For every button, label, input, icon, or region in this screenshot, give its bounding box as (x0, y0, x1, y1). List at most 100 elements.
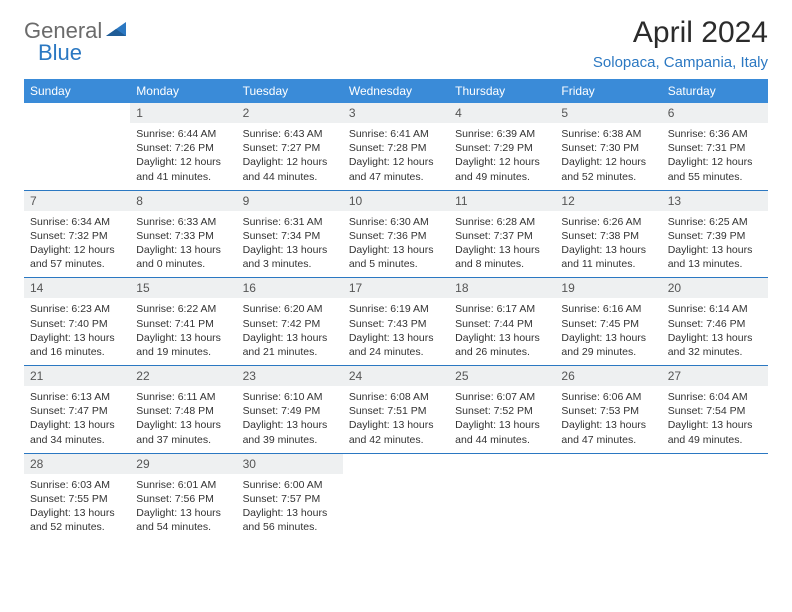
sunrise-text: Sunrise: 6:30 AM (349, 215, 443, 229)
day-details: Sunrise: 6:01 AMSunset: 7:56 PMDaylight:… (130, 474, 236, 541)
calendar-day-cell: 28Sunrise: 6:03 AMSunset: 7:55 PMDayligh… (24, 454, 130, 541)
calendar-day-cell: 24Sunrise: 6:08 AMSunset: 7:51 PMDayligh… (343, 366, 449, 453)
calendar-day-cell: 19Sunrise: 6:16 AMSunset: 7:45 PMDayligh… (555, 278, 661, 365)
calendar-day-cell: 3Sunrise: 6:41 AMSunset: 7:28 PMDaylight… (343, 103, 449, 190)
daylight-text-1: Daylight: 13 hours (349, 243, 443, 257)
logo-triangle-icon (106, 18, 128, 44)
weekday-header: Sunday (24, 79, 130, 103)
day-number: 8 (130, 191, 236, 211)
day-details: Sunrise: 6:10 AMSunset: 7:49 PMDaylight:… (237, 386, 343, 453)
daylight-text-2: and 52 minutes. (30, 520, 124, 534)
day-details: Sunrise: 6:28 AMSunset: 7:37 PMDaylight:… (449, 211, 555, 278)
sunrise-text: Sunrise: 6:44 AM (136, 127, 230, 141)
daylight-text-1: Daylight: 13 hours (455, 331, 549, 345)
sunrise-text: Sunrise: 6:43 AM (243, 127, 337, 141)
day-number: 5 (555, 103, 661, 123)
sunset-text: Sunset: 7:42 PM (243, 317, 337, 331)
sunrise-text: Sunrise: 6:16 AM (561, 302, 655, 316)
day-details: Sunrise: 6:00 AMSunset: 7:57 PMDaylight:… (237, 474, 343, 541)
sunset-text: Sunset: 7:32 PM (30, 229, 124, 243)
daylight-text-2: and 47 minutes. (349, 170, 443, 184)
sunset-text: Sunset: 7:33 PM (136, 229, 230, 243)
day-number: 2 (237, 103, 343, 123)
sunrise-text: Sunrise: 6:26 AM (561, 215, 655, 229)
daylight-text-1: Daylight: 13 hours (243, 331, 337, 345)
daylight-text-1: Daylight: 12 hours (561, 155, 655, 169)
daylight-text-1: Daylight: 13 hours (561, 243, 655, 257)
day-details: Sunrise: 6:17 AMSunset: 7:44 PMDaylight:… (449, 298, 555, 365)
sunset-text: Sunset: 7:29 PM (455, 141, 549, 155)
day-details: Sunrise: 6:06 AMSunset: 7:53 PMDaylight:… (555, 386, 661, 453)
day-number: 12 (555, 191, 661, 211)
day-details: Sunrise: 6:20 AMSunset: 7:42 PMDaylight:… (237, 298, 343, 365)
calendar-day-cell: 21Sunrise: 6:13 AMSunset: 7:47 PMDayligh… (24, 366, 130, 453)
sunset-text: Sunset: 7:34 PM (243, 229, 337, 243)
sunrise-text: Sunrise: 6:19 AM (349, 302, 443, 316)
weekday-header: Wednesday (343, 79, 449, 103)
daylight-text-1: Daylight: 13 hours (668, 243, 762, 257)
day-number: 26 (555, 366, 661, 386)
sunrise-text: Sunrise: 6:01 AM (136, 478, 230, 492)
day-details: Sunrise: 6:34 AMSunset: 7:32 PMDaylight:… (24, 211, 130, 278)
day-number: 24 (343, 366, 449, 386)
day-number: 9 (237, 191, 343, 211)
sunrise-text: Sunrise: 6:03 AM (30, 478, 124, 492)
sunrise-text: Sunrise: 6:34 AM (30, 215, 124, 229)
sunrise-text: Sunrise: 6:07 AM (455, 390, 549, 404)
day-details: Sunrise: 6:33 AMSunset: 7:33 PMDaylight:… (130, 211, 236, 278)
sunset-text: Sunset: 7:41 PM (136, 317, 230, 331)
daylight-text-2: and 39 minutes. (243, 433, 337, 447)
page-title: April 2024 (593, 18, 768, 48)
day-number: 17 (343, 278, 449, 298)
day-number: 18 (449, 278, 555, 298)
daylight-text-2: and 56 minutes. (243, 520, 337, 534)
day-number: 14 (24, 278, 130, 298)
day-number: 11 (449, 191, 555, 211)
sunset-text: Sunset: 7:31 PM (668, 141, 762, 155)
day-number: 13 (662, 191, 768, 211)
day-details: Sunrise: 6:44 AMSunset: 7:26 PMDaylight:… (130, 123, 236, 190)
calendar-week-row: 21Sunrise: 6:13 AMSunset: 7:47 PMDayligh… (24, 366, 768, 454)
sunrise-text: Sunrise: 6:10 AM (243, 390, 337, 404)
calendar-day-cell: 18Sunrise: 6:17 AMSunset: 7:44 PMDayligh… (449, 278, 555, 365)
calendar-week-row: 14Sunrise: 6:23 AMSunset: 7:40 PMDayligh… (24, 278, 768, 366)
page-header: General Blue April 2024 Solopaca, Campan… (24, 18, 768, 71)
calendar-day-cell: 1Sunrise: 6:44 AMSunset: 7:26 PMDaylight… (130, 103, 236, 190)
weekday-header-row: Sunday Monday Tuesday Wednesday Thursday… (24, 79, 768, 103)
calendar-day-cell: 26Sunrise: 6:06 AMSunset: 7:53 PMDayligh… (555, 366, 661, 453)
calendar-day-cell: 8Sunrise: 6:33 AMSunset: 7:33 PMDaylight… (130, 191, 236, 278)
sunset-text: Sunset: 7:38 PM (561, 229, 655, 243)
location-subtitle: Solopaca, Campania, Italy (593, 54, 768, 71)
sunset-text: Sunset: 7:57 PM (243, 492, 337, 506)
weekday-header: Thursday (449, 79, 555, 103)
calendar-day-cell: 23Sunrise: 6:10 AMSunset: 7:49 PMDayligh… (237, 366, 343, 453)
calendar-day-cell: 17Sunrise: 6:19 AMSunset: 7:43 PMDayligh… (343, 278, 449, 365)
day-number: 29 (130, 454, 236, 474)
daylight-text-2: and 32 minutes. (668, 345, 762, 359)
daylight-text-2: and 34 minutes. (30, 433, 124, 447)
daylight-text-2: and 5 minutes. (349, 257, 443, 271)
sunrise-text: Sunrise: 6:13 AM (30, 390, 124, 404)
daylight-text-2: and 41 minutes. (136, 170, 230, 184)
daylight-text-2: and 54 minutes. (136, 520, 230, 534)
day-details: Sunrise: 6:04 AMSunset: 7:54 PMDaylight:… (662, 386, 768, 453)
daylight-text-1: Daylight: 13 hours (561, 418, 655, 432)
calendar-empty-cell (24, 103, 130, 190)
sunrise-text: Sunrise: 6:36 AM (668, 127, 762, 141)
day-details: Sunrise: 6:08 AMSunset: 7:51 PMDaylight:… (343, 386, 449, 453)
daylight-text-2: and 26 minutes. (455, 345, 549, 359)
sunrise-text: Sunrise: 6:11 AM (136, 390, 230, 404)
day-details: Sunrise: 6:11 AMSunset: 7:48 PMDaylight:… (130, 386, 236, 453)
sunset-text: Sunset: 7:49 PM (243, 404, 337, 418)
calendar-empty-cell (343, 454, 449, 541)
calendar-day-cell: 13Sunrise: 6:25 AMSunset: 7:39 PMDayligh… (662, 191, 768, 278)
day-details: Sunrise: 6:41 AMSunset: 7:28 PMDaylight:… (343, 123, 449, 190)
daylight-text-1: Daylight: 12 hours (30, 243, 124, 257)
daylight-text-2: and 55 minutes. (668, 170, 762, 184)
daylight-text-1: Daylight: 13 hours (30, 418, 124, 432)
day-details: Sunrise: 6:25 AMSunset: 7:39 PMDaylight:… (662, 211, 768, 278)
daylight-text-2: and 11 minutes. (561, 257, 655, 271)
sunrise-text: Sunrise: 6:39 AM (455, 127, 549, 141)
daylight-text-2: and 44 minutes. (243, 170, 337, 184)
day-details: Sunrise: 6:30 AMSunset: 7:36 PMDaylight:… (343, 211, 449, 278)
